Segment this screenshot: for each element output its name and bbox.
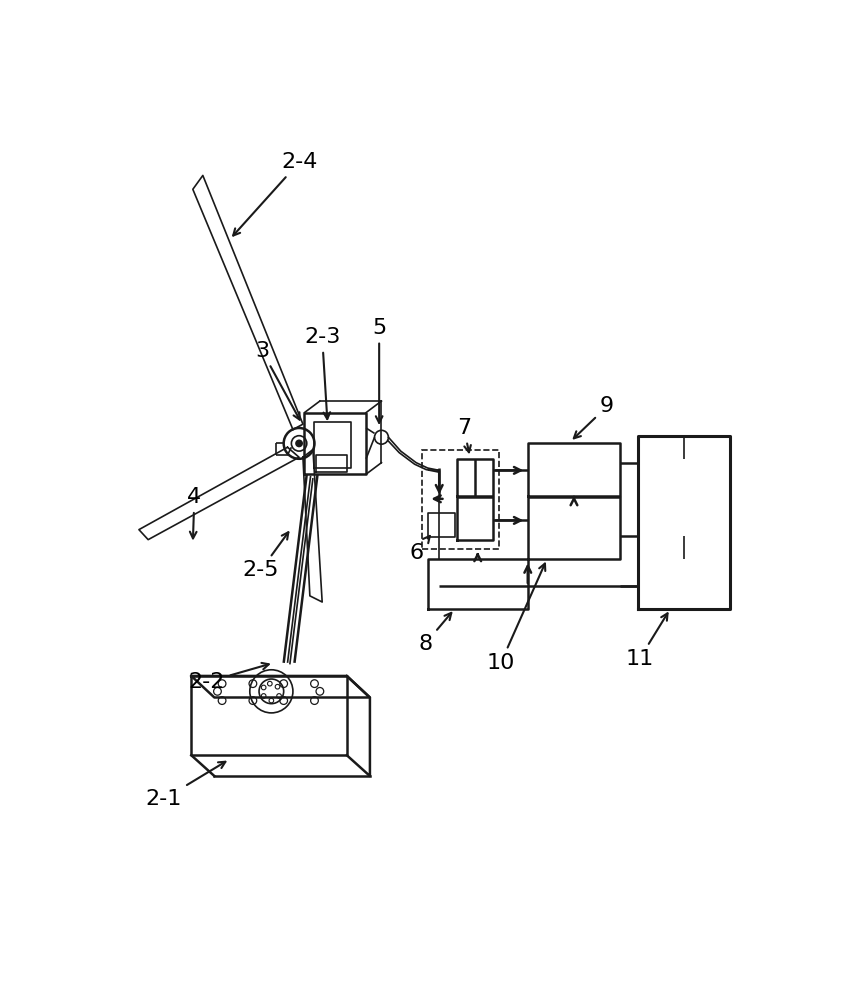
Text: 4: 4 [187, 487, 202, 538]
Text: 8: 8 [418, 613, 451, 654]
Text: 5: 5 [372, 318, 387, 423]
Bar [422, 450, 499, 549]
Text: 2-2: 2-2 [188, 663, 269, 692]
Text: 3: 3 [255, 341, 299, 420]
Text: 2-4: 2-4 [233, 152, 317, 236]
Text: 2-3: 2-3 [304, 327, 340, 419]
Text: 11: 11 [625, 613, 667, 669]
Text: 2-1: 2-1 [145, 762, 226, 809]
Circle shape [296, 440, 302, 446]
Text: 7: 7 [457, 418, 471, 452]
Text: 6: 6 [409, 536, 430, 563]
Text: 2-5: 2-5 [243, 532, 288, 580]
Text: 10: 10 [487, 564, 545, 673]
Text: 9: 9 [574, 396, 614, 438]
